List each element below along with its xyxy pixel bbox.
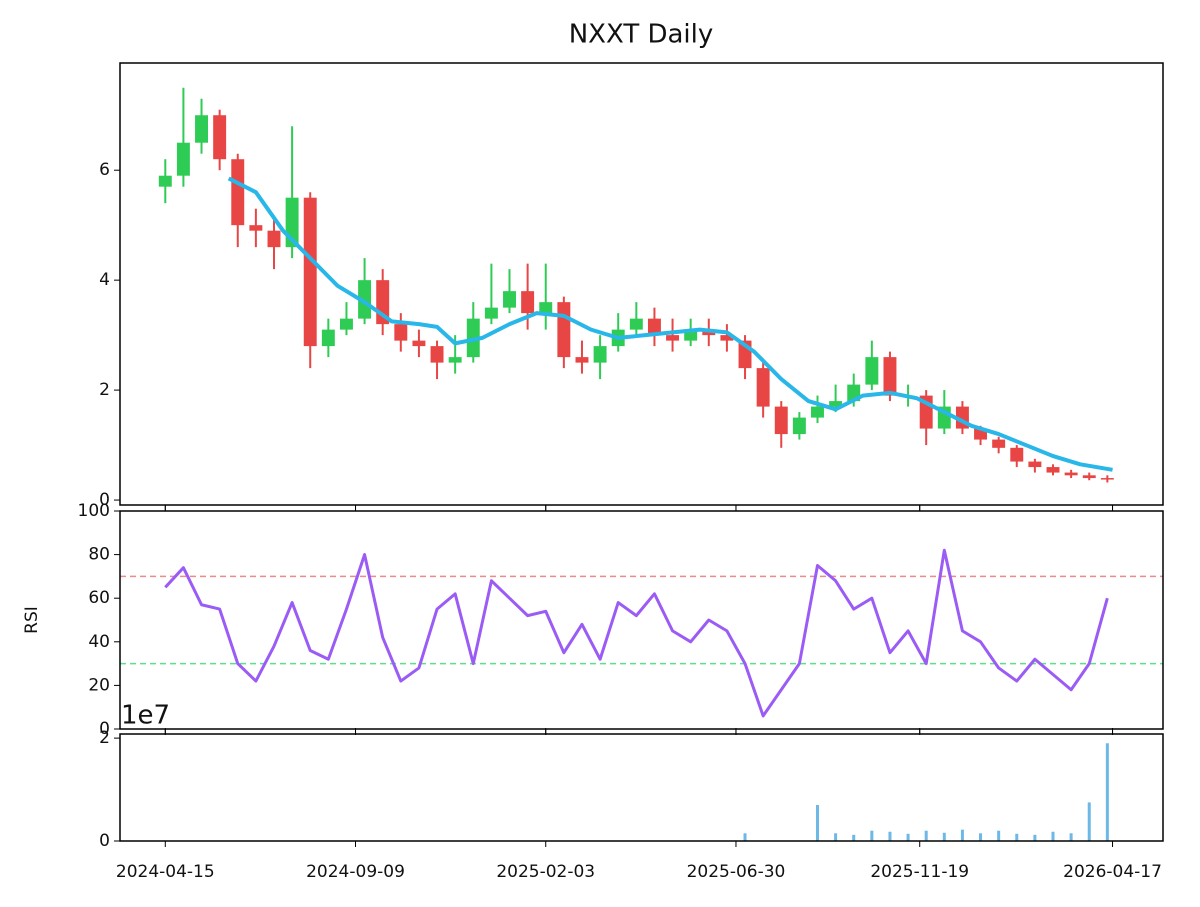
panel-frame (119, 733, 1164, 842)
candle-body (811, 406, 824, 418)
volume-bar (942, 832, 946, 841)
candle-body (1100, 478, 1114, 480)
volume-bar (870, 830, 874, 841)
candle-body (321, 329, 335, 347)
candle-body (394, 324, 408, 341)
candle-body (756, 368, 770, 407)
panel-frame (119, 510, 1164, 730)
volume-bar (1069, 833, 1073, 841)
moving-average (227, 176, 1113, 472)
candle-body (974, 428, 988, 440)
x-tick-label: 2025-06-30 (687, 862, 786, 882)
candle-body (213, 115, 227, 160)
candle-body (666, 335, 680, 341)
y-tick-label: 20 (88, 675, 110, 695)
candle-body (430, 346, 444, 363)
x-tick-label: 2024-09-09 (306, 862, 405, 882)
candle-body (575, 357, 589, 363)
volume-bar (1087, 802, 1091, 841)
panel-frame (119, 62, 1164, 506)
y-tick-label: 4 (99, 270, 110, 290)
candle-body (1064, 472, 1078, 476)
candle-body (303, 197, 317, 347)
volume-bar (743, 833, 747, 841)
candle-body (865, 357, 879, 385)
y-tick-label: 60 (88, 588, 110, 608)
x-tick-label: 2024-04-15 (116, 862, 215, 882)
y-tick-label: 0 (99, 831, 110, 851)
candle-body (358, 280, 372, 319)
volume-bar (1033, 834, 1037, 841)
candle-body (684, 329, 698, 341)
candle-body (1028, 461, 1042, 468)
x-tick-label: 2025-02-03 (496, 862, 595, 882)
candle-body (539, 302, 553, 314)
volume-bar (888, 831, 892, 841)
volume-bar (1015, 833, 1019, 841)
candle-body (1046, 467, 1060, 473)
y-tick-label: 100 (78, 501, 110, 521)
y-tick-label: 0 (99, 490, 110, 510)
candle-body (267, 230, 281, 248)
candle-body (484, 307, 498, 319)
candle-body (231, 159, 245, 226)
candle-body (774, 406, 788, 435)
candle-body (1010, 447, 1024, 462)
candle-body (503, 291, 516, 308)
volume-bar (997, 830, 1001, 841)
candle-body (720, 335, 734, 341)
candle-body (629, 318, 643, 330)
candle-body (249, 225, 263, 231)
offset-label: 1e7 (121, 701, 170, 731)
y-tick-label: 40 (88, 632, 110, 652)
candle-body (339, 318, 353, 330)
y-tick-label: 0 (99, 719, 110, 739)
y-tick-label: 2 (99, 380, 110, 400)
candle-body (593, 346, 607, 363)
volume-bar (960, 829, 964, 841)
y-tick-label: 80 (88, 545, 110, 565)
candle-body (992, 439, 1006, 448)
candle-body (792, 417, 806, 435)
volume-bar (1105, 743, 1109, 841)
candle-body (412, 340, 426, 347)
rsi-line (164, 548, 1109, 718)
candle-body (176, 142, 190, 176)
y-tick-label: 6 (99, 160, 110, 180)
candle-body (521, 291, 535, 314)
volume-bar (979, 833, 983, 841)
candle-body (829, 401, 843, 407)
volume-bar (924, 830, 928, 841)
volume-bar (815, 804, 819, 841)
chart-title: NXXT Daily (569, 20, 714, 50)
candle-body (647, 318, 661, 336)
volume-bar (852, 834, 856, 841)
candle-body (1082, 475, 1096, 479)
x-tick-label: 2025-11-19 (870, 862, 969, 882)
y-tick-label: 2 (99, 728, 110, 748)
candle-body (158, 175, 172, 187)
volume-bar (1051, 831, 1055, 841)
x-tick-label: 2026-04-17 (1063, 862, 1162, 882)
volume-bar (906, 833, 910, 841)
candle-body (883, 357, 897, 396)
candle-body (557, 302, 571, 358)
candle-body (195, 115, 208, 143)
volume-bar (834, 833, 838, 841)
candle-body (448, 357, 462, 363)
y-axis-label: RSI (22, 606, 42, 634)
